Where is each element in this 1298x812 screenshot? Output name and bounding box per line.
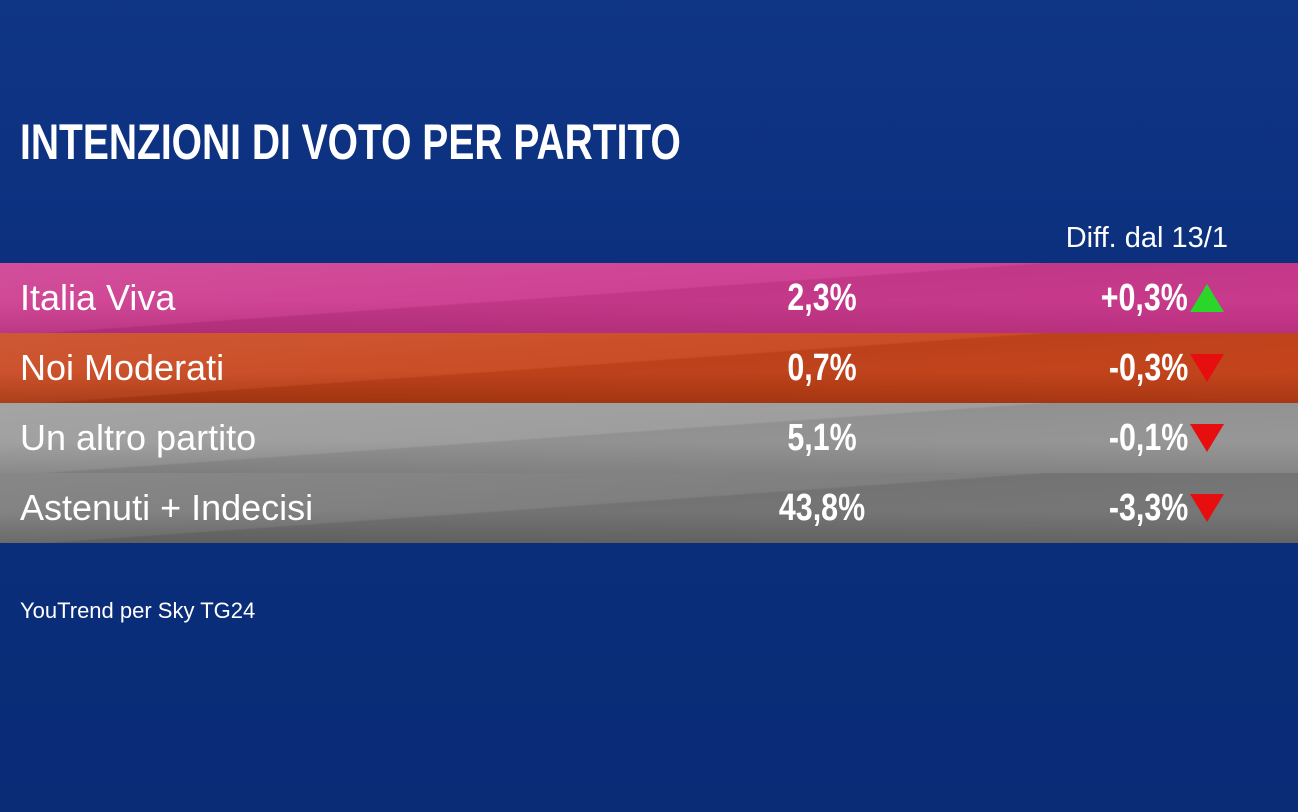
table-row: Noi Moderati 0,7% -0,3% bbox=[0, 333, 1298, 403]
diff-value: -0,3% bbox=[1108, 347, 1188, 389]
triangle-down-icon bbox=[1190, 354, 1224, 382]
chart-title: INTENZIONI DI VOTO PER PARTITO bbox=[20, 114, 681, 170]
party-name: Italia Viva bbox=[20, 277, 176, 318]
triangle-up-icon bbox=[1190, 284, 1224, 312]
party-name: Noi Moderati bbox=[20, 347, 225, 388]
triangle-down-icon bbox=[1190, 494, 1224, 522]
table-row: Un altro partito 5,1% -0,1% bbox=[0, 403, 1298, 473]
party-name: Astenuti + Indecisi bbox=[20, 487, 314, 528]
diff-value: +0,3% bbox=[1100, 277, 1188, 319]
vote-share-value: 43,8% bbox=[778, 487, 866, 529]
vote-share-value: 2,3% bbox=[787, 277, 857, 319]
poll-table: Italia Viva 2,3% +0,3% Noi Moderati 0,7% -0,3… bbox=[0, 263, 1298, 543]
diff-value: -0,1% bbox=[1108, 417, 1188, 459]
triangle-down-icon bbox=[1190, 424, 1224, 452]
source-credit: YouTrend per Sky TG24 bbox=[20, 598, 256, 623]
diff-column-header: Diff. dal 13/1 bbox=[1065, 222, 1228, 254]
party-name: Un altro partito bbox=[20, 417, 257, 458]
table-row: Italia Viva 2,3% +0,3% bbox=[0, 263, 1298, 333]
diff-value: -3,3% bbox=[1108, 487, 1188, 529]
vote-share-value: 5,1% bbox=[787, 417, 857, 459]
vote-share-value: 0,7% bbox=[787, 347, 857, 389]
table-row: Astenuti + Indecisi 43,8% -3,3% bbox=[0, 473, 1298, 543]
